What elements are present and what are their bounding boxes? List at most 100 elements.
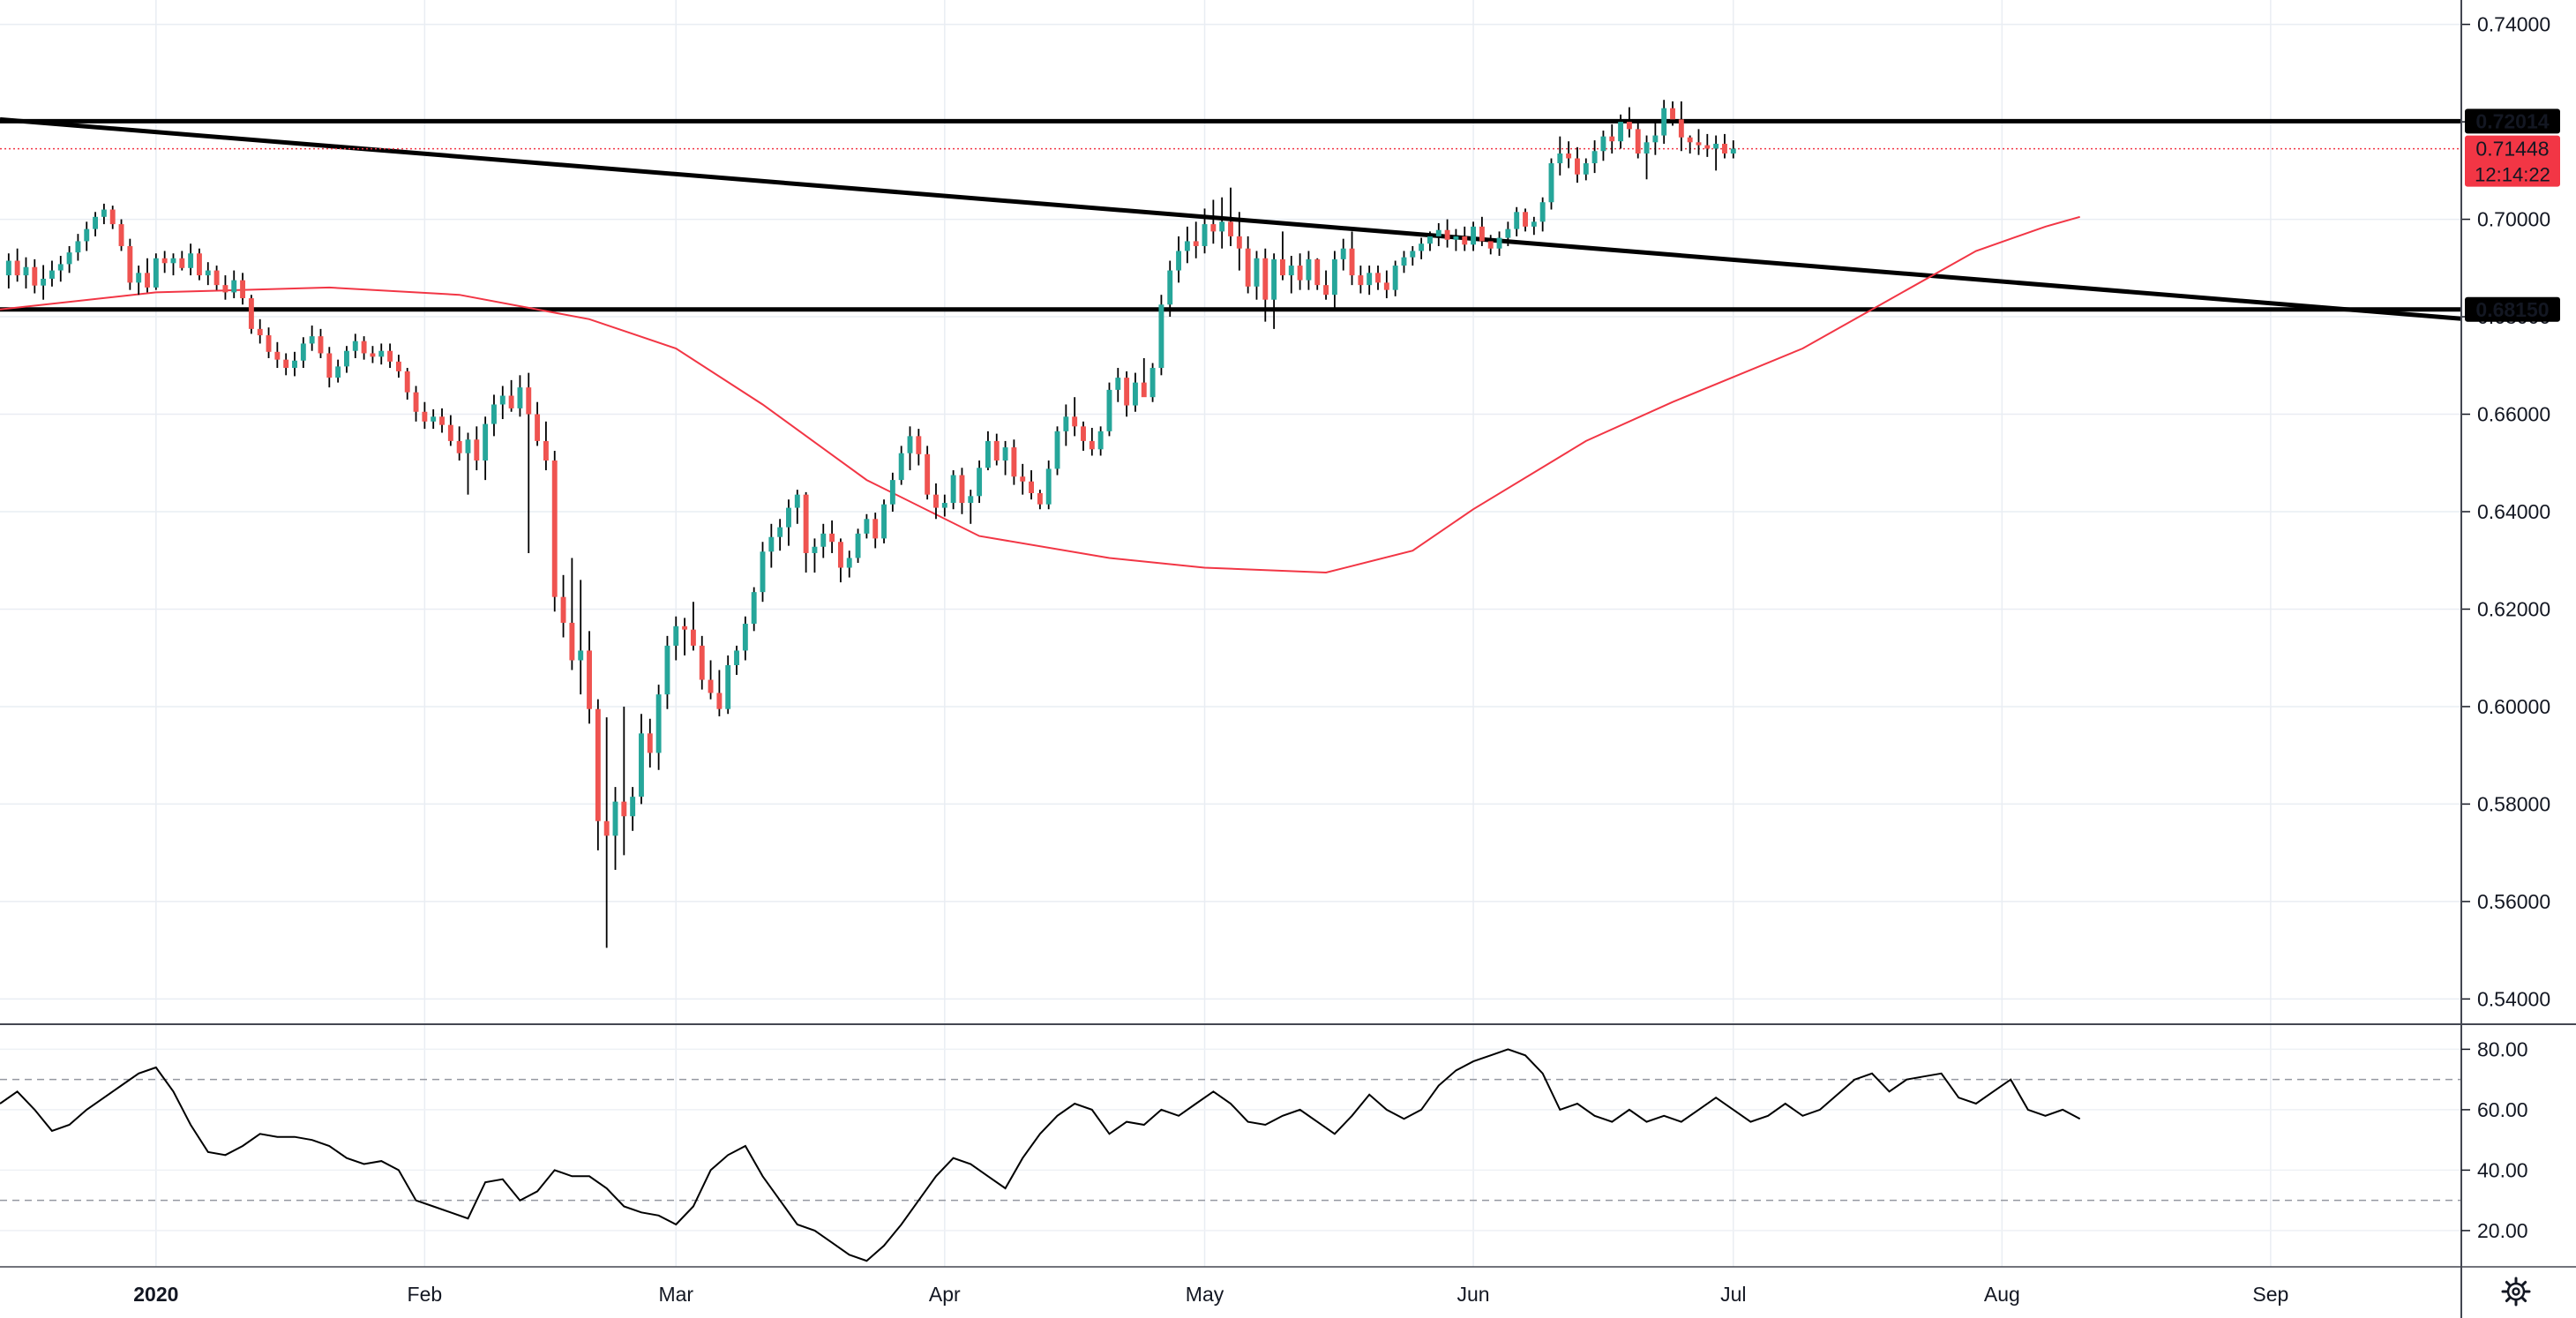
candle — [1124, 371, 1130, 417]
candle — [916, 429, 922, 466]
candle-body — [959, 475, 965, 504]
candle — [950, 470, 956, 510]
candle — [1652, 123, 1659, 155]
candle — [1730, 140, 1736, 159]
candle — [145, 258, 150, 293]
candle — [456, 426, 462, 461]
candle — [786, 499, 791, 546]
candle-body — [1106, 389, 1112, 431]
candle-body — [1072, 416, 1078, 427]
candle — [32, 258, 38, 294]
candle-body — [803, 494, 809, 553]
candle-body — [1539, 202, 1546, 222]
candle-body — [1618, 122, 1624, 142]
candle-body — [1713, 143, 1719, 149]
candle-body — [1297, 266, 1303, 281]
candle — [5, 253, 11, 289]
candle — [734, 645, 739, 676]
candle — [1722, 133, 1727, 159]
candle — [543, 421, 549, 471]
candle — [179, 251, 185, 271]
candle — [170, 253, 176, 276]
candle — [136, 266, 142, 296]
candle — [188, 243, 194, 276]
candle-body — [1419, 243, 1425, 251]
candle-body — [248, 298, 254, 329]
candle-body — [1670, 108, 1675, 120]
candle — [1054, 426, 1060, 476]
candle — [560, 574, 566, 638]
candle — [1037, 490, 1043, 510]
chart-settings-button[interactable] — [2497, 1272, 2535, 1311]
candle-body — [1375, 273, 1381, 283]
candle-body — [1011, 447, 1017, 477]
candle-body — [75, 241, 81, 253]
candle-body — [1444, 229, 1450, 240]
candle — [855, 528, 861, 563]
rsi-line — [0, 1048, 2081, 1262]
candle — [578, 580, 584, 695]
candle — [14, 248, 20, 282]
candle — [1523, 208, 1528, 232]
candle — [491, 394, 497, 437]
candle-body — [1652, 135, 1659, 143]
candle-body — [734, 650, 739, 665]
candle — [326, 347, 333, 388]
candle — [716, 670, 723, 716]
candle — [872, 513, 879, 549]
candle-body — [1210, 224, 1217, 232]
candle-body — [431, 416, 437, 422]
time-tick-label: 2020 — [133, 1283, 178, 1306]
candle-body — [1245, 248, 1251, 287]
candle-body — [145, 273, 150, 288]
candle-body — [950, 475, 956, 504]
candle-body — [1054, 431, 1060, 469]
candle — [1392, 260, 1398, 296]
candle — [309, 325, 315, 351]
candle-body — [1037, 493, 1043, 505]
candle-body — [639, 733, 644, 798]
candle-body — [1687, 137, 1693, 143]
last-price-label: 0.71448 — [2475, 138, 2549, 161]
candle — [1323, 270, 1329, 300]
candle — [993, 433, 1000, 466]
rsi-tick-label: 20.00 — [2477, 1219, 2528, 1242]
candle-body — [820, 533, 827, 547]
candle-body — [266, 335, 272, 352]
rsi-tick-label: 60.00 — [2477, 1098, 2528, 1121]
candle — [690, 602, 696, 651]
candle — [673, 616, 679, 661]
time-tick-label: Sep — [2252, 1283, 2288, 1306]
candle-body — [1349, 248, 1355, 276]
candle-body — [1193, 241, 1199, 246]
candle — [1713, 135, 1719, 171]
candle-body — [23, 266, 29, 276]
candle-body — [1566, 154, 1572, 159]
candle — [1081, 421, 1086, 451]
candle — [292, 351, 297, 377]
candle — [1696, 129, 1702, 155]
candle — [257, 318, 263, 344]
candle-body — [326, 353, 333, 378]
candle — [664, 635, 670, 709]
candle — [1635, 123, 1641, 159]
candle-body — [517, 387, 523, 408]
candle-body — [274, 351, 281, 360]
candle-body — [300, 343, 306, 361]
candle-body — [1704, 145, 1711, 149]
candle — [1011, 439, 1017, 485]
candle-body — [32, 266, 38, 286]
candle-body — [66, 252, 72, 265]
candle — [1583, 158, 1589, 181]
candle-body — [1471, 226, 1477, 245]
price-tick-label: 0.58000 — [2477, 792, 2550, 815]
candle — [820, 523, 827, 558]
candle — [101, 203, 107, 225]
candle — [725, 655, 731, 715]
candle-body — [413, 392, 419, 412]
candle-body — [603, 820, 610, 836]
candle-body — [1271, 258, 1277, 300]
candle — [395, 355, 401, 378]
price-tick-label: 0.70000 — [2477, 208, 2550, 231]
